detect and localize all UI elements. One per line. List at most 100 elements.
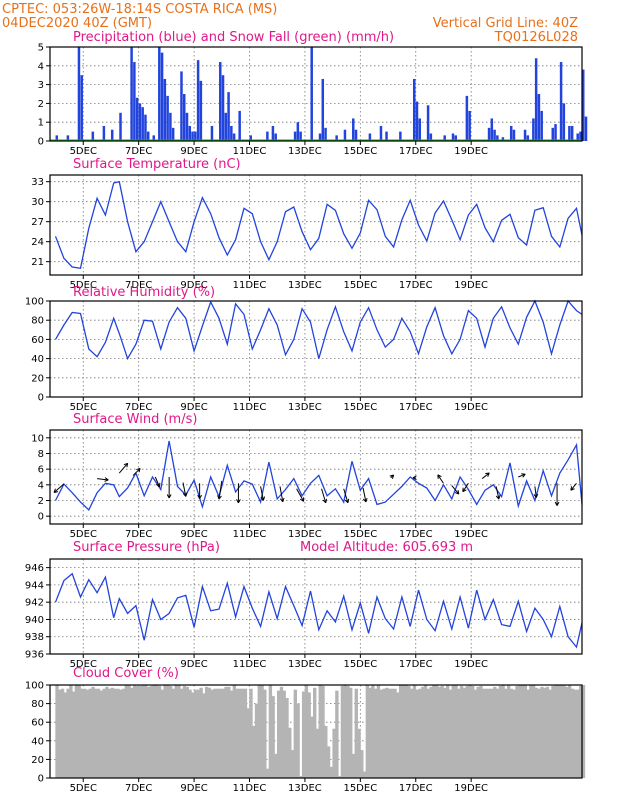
cloud-ytick-label: 0 xyxy=(38,774,44,785)
temperature-ytick-label: 33 xyxy=(31,177,44,188)
wind-ytick-label: 4 xyxy=(38,480,44,491)
precip-xtick-label: 13DEC xyxy=(288,146,322,157)
precip-bar xyxy=(491,118,493,141)
precip-bar xyxy=(139,103,141,141)
precip-bar xyxy=(552,128,554,141)
precip-bar xyxy=(189,126,191,141)
precip-bar xyxy=(227,92,229,141)
precip-bar xyxy=(222,75,224,141)
humidity-ytick-label: 100 xyxy=(25,297,44,308)
precip-bar xyxy=(532,118,534,141)
wind-arrow xyxy=(119,463,127,473)
precip-bar xyxy=(493,130,495,141)
pressure-ytick-label: 936 xyxy=(25,650,44,661)
precip-bar xyxy=(169,113,171,141)
precip-bar xyxy=(524,130,526,141)
precip-bar xyxy=(310,47,312,141)
precip-bar xyxy=(568,126,570,141)
pressure-title: Surface Pressure (hPa) xyxy=(73,540,220,555)
temperature-xtick-label: 11DEC xyxy=(233,280,267,291)
precip-bar xyxy=(144,115,146,141)
pressure-ytick-label: 946 xyxy=(25,563,44,574)
header-run-date: 04DEC2020 40Z (GMT) xyxy=(2,16,152,31)
wind-xtick-label: 5DEC xyxy=(70,529,97,540)
precip-title: Precipitation (blue) and Snow Fall (gree… xyxy=(73,30,394,45)
temperature-xtick-label: 17DEC xyxy=(399,280,433,291)
temperature-title: Surface Temperature (nC) xyxy=(73,157,241,172)
wind-arrow xyxy=(390,475,394,479)
cloud-ytick-label: 80 xyxy=(31,699,44,710)
pressure-xtick-label: 9DEC xyxy=(180,659,207,670)
pressure-ytick-label: 938 xyxy=(25,632,44,643)
pressure-xtick-label: 11DEC xyxy=(233,659,267,670)
wind-ytick-label: 0 xyxy=(38,512,44,523)
temperature-xtick-label: 19DEC xyxy=(454,280,488,291)
precip-bar xyxy=(225,113,227,141)
wind-xtick-label: 7DEC xyxy=(125,529,152,540)
precip-bar xyxy=(186,113,188,141)
precip-xtick-label: 5DEC xyxy=(70,146,97,157)
precip-bar xyxy=(230,126,232,141)
precip-bar xyxy=(344,130,346,141)
precip-bar xyxy=(466,96,468,141)
cloud-xtick-label: 5DEC xyxy=(70,783,97,794)
precip-xtick-label: 15DEC xyxy=(343,146,377,157)
precip-bar xyxy=(130,47,132,141)
wind-arrow xyxy=(555,483,559,505)
precip-bar xyxy=(133,62,135,141)
cloud-xtick-label: 19DEC xyxy=(454,783,488,794)
wind-arrow xyxy=(97,478,108,482)
precip-ytick-label: 1 xyxy=(38,118,44,129)
precip-bar xyxy=(352,118,354,141)
precip-bar xyxy=(183,94,185,141)
wind-arrow xyxy=(482,473,489,479)
wind-arrow xyxy=(198,483,202,498)
cloud-xtick-label: 11DEC xyxy=(233,783,267,794)
precip-bar xyxy=(413,79,415,141)
wind-ytick-label: 8 xyxy=(38,449,44,460)
humidity-ytick-label: 80 xyxy=(31,316,44,327)
pressure-ytick-label: 942 xyxy=(25,598,44,609)
wind-arrow xyxy=(518,474,525,478)
precip-bar xyxy=(571,126,573,141)
precip-bar xyxy=(419,118,421,141)
humidity-xtick-label: 11DEC xyxy=(233,402,267,413)
precip-bar xyxy=(416,102,418,141)
pressure-xtick-label: 19DEC xyxy=(454,659,488,670)
wind-ytick-label: 10 xyxy=(31,433,44,444)
wind-xtick-label: 11DEC xyxy=(233,529,267,540)
header-grid-line: Vertical Grid Line: 40Z xyxy=(433,16,578,31)
cloud-ytick-label: 20 xyxy=(31,755,44,766)
precip-bar xyxy=(111,130,113,141)
wind-xtick-label: 15DEC xyxy=(343,529,377,540)
precip-bar xyxy=(119,113,121,141)
wind-frame xyxy=(50,430,582,524)
pressure-ytick-label: 940 xyxy=(25,615,44,626)
precip-bar xyxy=(322,79,324,141)
precip-ytick-label: 5 xyxy=(38,43,44,54)
wind-line xyxy=(56,441,583,510)
precip-bar xyxy=(535,58,537,141)
cloud-ytick-label: 40 xyxy=(31,736,44,747)
precip-bar xyxy=(136,98,138,141)
temperature-line xyxy=(56,182,583,269)
humidity-xtick-label: 17DEC xyxy=(399,402,433,413)
wind-ytick-label: 6 xyxy=(38,465,44,476)
pressure-xtick-label: 17DEC xyxy=(399,659,433,670)
precip-bar xyxy=(297,122,299,141)
temperature-ytick-label: 27 xyxy=(31,217,44,228)
precip-bar xyxy=(324,128,326,141)
cloud-title: Cloud Cover (%) xyxy=(73,666,179,681)
precip-bar xyxy=(172,128,174,141)
precip-bar xyxy=(560,62,562,141)
precip-bar xyxy=(563,103,565,141)
precip-bar xyxy=(272,126,274,141)
precip-bar xyxy=(540,111,542,141)
humidity-ytick-label: 0 xyxy=(38,393,44,404)
temperature-ytick-label: 21 xyxy=(31,257,44,268)
humidity-title: Relative Humidity (%) xyxy=(73,285,215,300)
humidity-xtick-label: 15DEC xyxy=(343,402,377,413)
